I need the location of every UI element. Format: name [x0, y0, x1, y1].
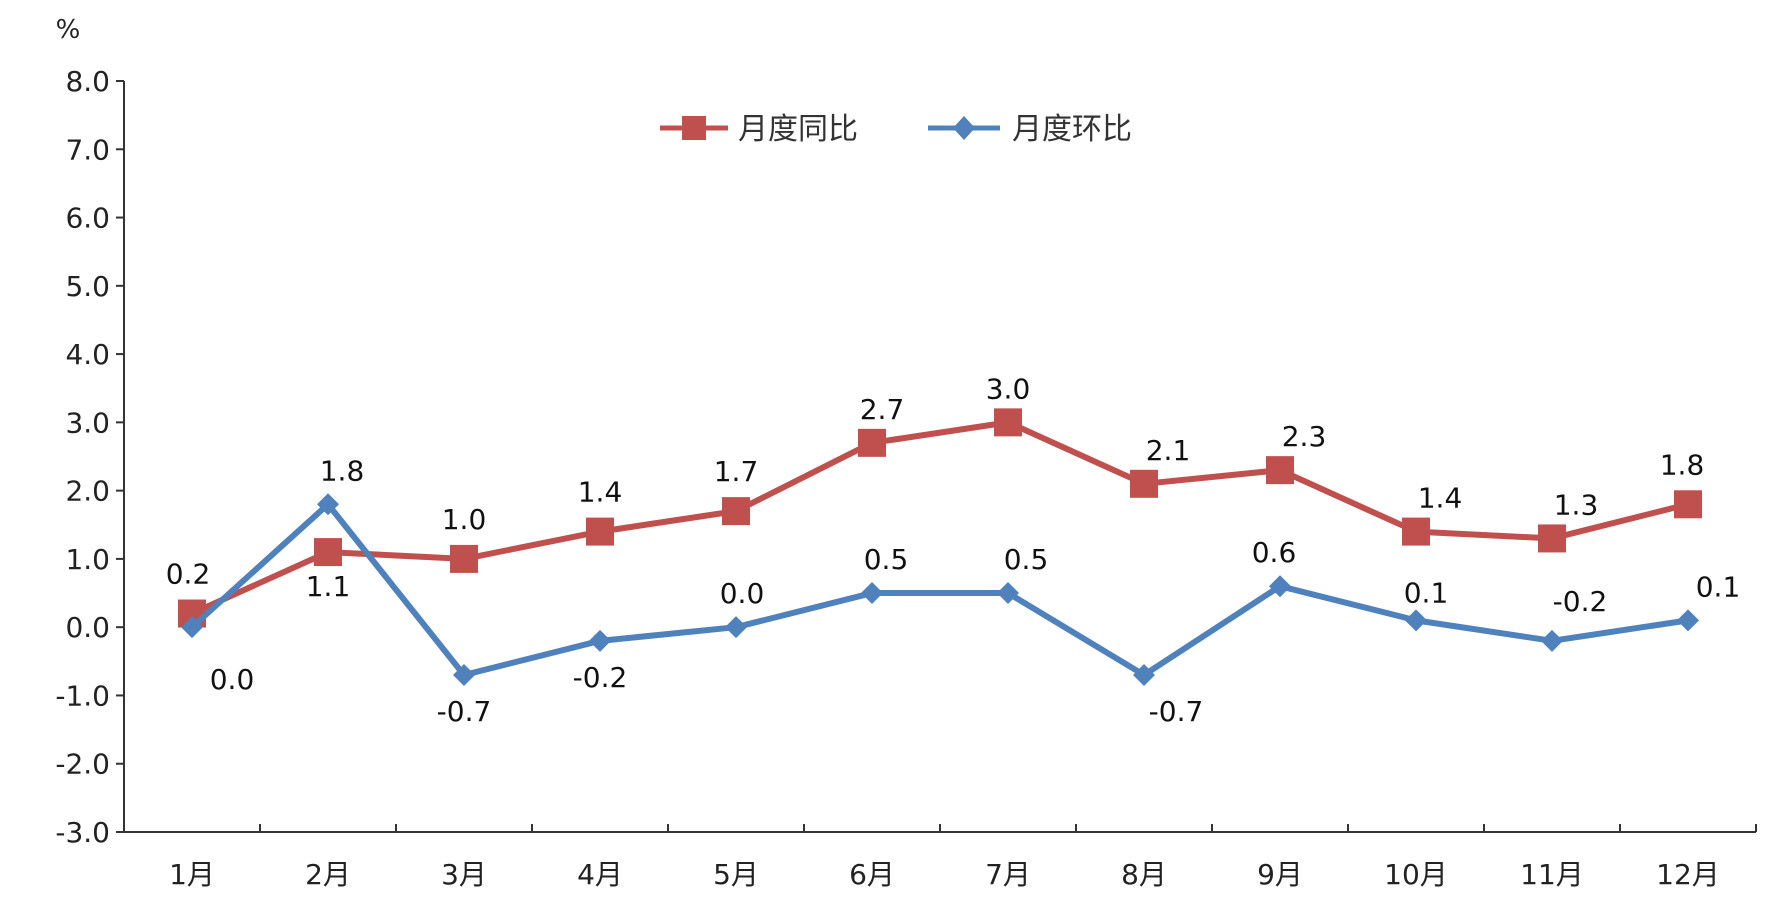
- data-point-series-2: [997, 582, 1019, 605]
- x-tick-label: 8月: [1121, 858, 1167, 891]
- legend-marker-series-1: [682, 116, 706, 140]
- series-layer: [178, 408, 1702, 686]
- y-tick-label: 0.0: [65, 611, 110, 644]
- x-tick-label: 11月: [1520, 858, 1584, 891]
- y-axis-unit-label: %: [56, 15, 81, 45]
- series-line-2: [189, 501, 1689, 678]
- x-tick-label: 2月: [305, 858, 351, 891]
- data-label-series-2: -0.2: [573, 661, 628, 694]
- data-point-series-2: [589, 629, 611, 652]
- data-point-series-1: [314, 538, 342, 567]
- data-point-series-2: [1677, 609, 1699, 632]
- y-tick-label: 8.0: [65, 65, 110, 98]
- data-point-series-2: [725, 616, 747, 639]
- data-point-series-1: [1266, 456, 1294, 485]
- data-label-series-2: -0.7: [437, 695, 492, 728]
- x-tick-label: 5月: [713, 858, 759, 891]
- data-point-series-2: [453, 663, 475, 686]
- data-point-series-2: [1405, 609, 1427, 632]
- data-point-series-2: [1541, 629, 1563, 652]
- data-label-series-1: 1.3: [1554, 488, 1599, 521]
- x-tick-label: 6月: [849, 858, 895, 891]
- data-label-series-2: 0.0: [210, 663, 255, 696]
- x-tick-label: 3月: [441, 858, 487, 891]
- data-label-series-2: 0.0: [720, 577, 765, 610]
- legend: 月度同比 月度环比: [660, 112, 1132, 147]
- x-tick-label: 7月: [985, 858, 1031, 891]
- data-label-series-2: -0.2: [1553, 585, 1608, 618]
- data-point-series-2: [861, 582, 883, 605]
- data-label-series-1: 2.3: [1282, 420, 1327, 453]
- data-label-series-1: 1.4: [1418, 482, 1463, 515]
- y-tick-label: 3.0: [65, 406, 110, 439]
- axes: 8.0 7.0 6.0 5.0 4.0 3.0 2.0 1.0 0.0 -1.0 -2.0 -3.0 1…: [55, 65, 1757, 891]
- data-label-series-1: 1.0: [442, 503, 487, 536]
- x-tick-label: 9月: [1257, 858, 1303, 891]
- data-point-series-1: [858, 428, 886, 457]
- y-tick-label: -1.0: [55, 679, 110, 712]
- data-point-series-2: [1269, 575, 1291, 598]
- legend-label-series-1: 月度同比: [738, 112, 858, 147]
- data-label-series-2: 0.1: [1696, 570, 1741, 603]
- data-label-series-1: 3.0: [986, 372, 1031, 405]
- y-tick-label: 7.0: [65, 133, 110, 166]
- data-point-series-1: [1130, 469, 1158, 498]
- y-tick-label: 5.0: [65, 270, 110, 303]
- data-point-series-2: [1133, 663, 1155, 686]
- data-point-series-1: [586, 517, 614, 546]
- data-point-series-1: [994, 408, 1022, 437]
- data-labels-layer: 0.2 1.1 1.0 1.4 1.7 2.7 3.0 2.1 2.3 1.4 1.3 1.8 0.0 1…: [166, 372, 1741, 728]
- data-label-series-2: 0.1: [1404, 576, 1449, 609]
- data-label-series-2: -0.7: [1149, 695, 1204, 728]
- data-label-series-2: 0.6: [1252, 536, 1297, 569]
- data-label-series-2: 1.8: [320, 454, 365, 487]
- x-tick-label: 4月: [577, 858, 623, 891]
- data-label-series-2: 0.5: [864, 543, 909, 576]
- data-point-series-2: [317, 493, 339, 516]
- y-tick-label: 2.0: [65, 475, 110, 508]
- data-label-series-1: 1.1: [306, 570, 351, 603]
- data-point-series-1: [450, 544, 478, 573]
- data-label-series-1: 1.8: [1660, 448, 1705, 481]
- x-tick-label: 12月: [1656, 858, 1720, 891]
- x-tick-label: 10月: [1384, 858, 1448, 891]
- data-point-series-1: [1402, 517, 1430, 546]
- data-label-series-2: 0.5: [1004, 543, 1049, 576]
- series-line-1: [190, 419, 1689, 617]
- data-label-series-1: 0.2: [166, 558, 211, 591]
- data-label-series-1: 2.7: [860, 393, 905, 426]
- y-tick-label: -2.0: [55, 748, 110, 781]
- legend-marker-series-2: [953, 116, 975, 140]
- data-point-series-1: [1674, 490, 1702, 519]
- y-tick-label: -3.0: [55, 816, 110, 849]
- legend-label-series-2: 月度环比: [1012, 112, 1132, 147]
- data-label-series-1: 1.7: [714, 455, 759, 488]
- data-point-series-1: [1538, 524, 1566, 553]
- data-label-series-1: 2.1: [1146, 434, 1191, 467]
- x-tick-label: 1月: [169, 858, 215, 891]
- y-tick-label: 1.0: [65, 543, 110, 576]
- y-tick-label: 6.0: [65, 202, 110, 235]
- data-point-series-1: [722, 497, 750, 526]
- data-point-series-2: [181, 616, 203, 639]
- data-label-series-1: 1.4: [578, 476, 623, 509]
- y-tick-label: 4.0: [65, 338, 110, 371]
